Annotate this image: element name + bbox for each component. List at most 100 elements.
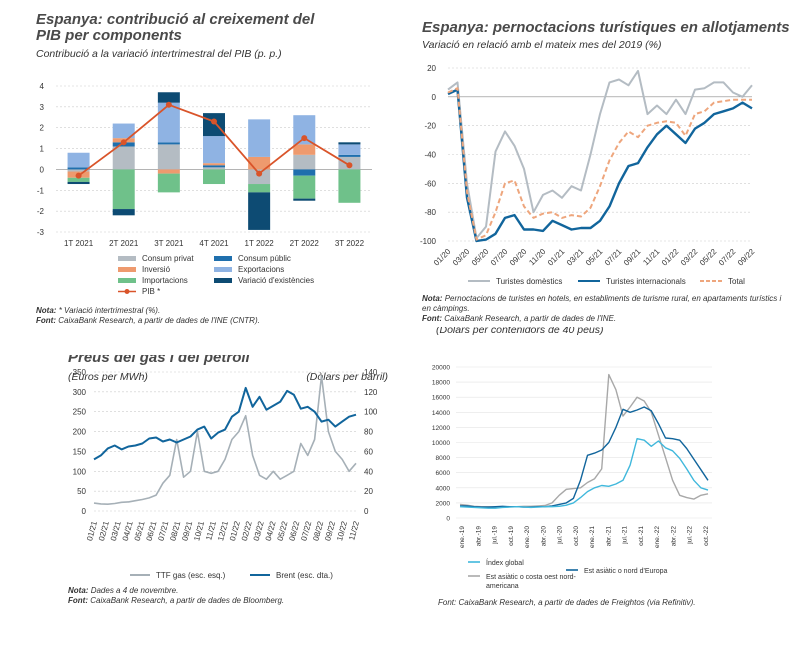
legend-swatch-exportacions [214, 267, 232, 272]
bar-consum_public [293, 169, 316, 176]
pib-point [301, 135, 308, 142]
x-tick-label: 09/22 [736, 247, 757, 268]
series-line-internacionals [447, 88, 753, 243]
bar-existencies [338, 142, 361, 145]
x-tick-label: ene.-22 [654, 526, 661, 548]
x-tick-label: 3T 2021 [154, 239, 184, 248]
pib-point [75, 172, 82, 179]
x-tick-label: 03/20 [451, 247, 472, 268]
chart3-right-unit: (Dòlars per barril) [306, 371, 388, 383]
x-tick-label: 3T 2022 [335, 239, 365, 248]
y-tick-label: 20 [427, 64, 436, 73]
bar-consum_public [67, 167, 90, 170]
x-tick-label: 09/21 [622, 247, 643, 268]
y-tick-label-left: 200 [73, 428, 87, 437]
bar-importacions [338, 169, 361, 203]
chart1-notes: Nota: * Variació intertrimestral (%). Fo… [36, 306, 260, 325]
bar-existencies [248, 192, 271, 230]
bar-exportacions [157, 102, 180, 143]
chart3-left-unit: (Euros per MWh) [68, 371, 148, 383]
x-tick-label: 07/20 [489, 247, 510, 268]
chart1-subtitle: Contribució a la variació intertrimestra… [36, 48, 282, 60]
x-tick-label: ene.-19 [459, 526, 466, 548]
bar-consum_public [203, 165, 225, 168]
panel-gas-oil: Preus del gas i del petroli (Euros per M… [68, 355, 388, 383]
x-tick-label: jul.-21 [622, 526, 629, 545]
y-tick-label-left: 350 [73, 368, 87, 377]
bar-existencies [157, 92, 180, 103]
bar-consum_privat [203, 167, 225, 170]
legend-swatch-inversio [118, 267, 136, 272]
legend-label-consum_public: Consum públic [238, 254, 291, 263]
x-tick-label: ene.-21 [589, 526, 596, 548]
y-tick-label: -2 [37, 207, 45, 216]
bar-consum_public [338, 154, 361, 157]
legend-label-importacions: Importacions [142, 276, 188, 285]
bar-consum_privat [248, 169, 271, 185]
pib-point [211, 118, 217, 125]
chart3-svg: 3503002502001501005001401201008060402000… [73, 368, 378, 580]
y-tick-label-right: 100 [364, 408, 378, 417]
x-tick-label: abr.-19 [475, 526, 482, 547]
series-line-domestics [447, 69, 753, 240]
bar-exportacions [248, 119, 271, 157]
chart2-note-text: Pernoctacions de turistes en hotels, en … [422, 294, 782, 313]
legend-swatch-existencies [214, 278, 232, 283]
x-tick-label: 1T 2022 [245, 239, 275, 248]
series-line-costa_oest [459, 373, 709, 508]
x-tick-label: 03/22 [679, 247, 700, 268]
y-tick-label: 8000 [436, 455, 451, 462]
y-tick-label: 6000 [436, 470, 451, 477]
chart1-title: Espanya: contribució al creixement del P… [36, 11, 315, 44]
bar-consum_privat [293, 154, 316, 170]
legend-label-internacionals: Turistes internacionals [606, 277, 686, 286]
y-tick-label: 0 [446, 516, 450, 523]
panel-gdp-contribution: Espanya: contribució al creixement del P… [36, 12, 381, 332]
bar-inversio [157, 169, 180, 174]
chart4-source-text: CaixaBank Research, a partir de dades de… [458, 598, 696, 607]
series-line-global [459, 437, 709, 509]
chart1-source-text: CaixaBank Research, a partir de dades de… [58, 316, 260, 325]
bar-importacions [112, 169, 135, 210]
legend-label-costa_oest-cont: americana [486, 583, 519, 590]
x-tick-label: 09/20 [508, 247, 529, 268]
x-tick-label: 1T 2021 [64, 239, 94, 248]
legend-label-inversio: Inversió [142, 265, 171, 274]
pib-point [120, 139, 127, 146]
bar-exportacions [67, 152, 90, 168]
y-tick-label: 12000 [432, 425, 450, 432]
x-tick-label: oct.-20 [573, 526, 580, 546]
y-tick-label-right: 40 [364, 467, 373, 476]
panel-tourist-overnights: Espanya: pernoctacions turístiques en al… [422, 19, 802, 52]
bar-consum_privat [112, 146, 135, 170]
y-tick-label: -40 [424, 151, 436, 160]
legend-label-ttf: TTF gas (esc. esq.) [156, 571, 226, 580]
y-tick-label-right: 0 [364, 507, 369, 516]
bar-inversio [293, 144, 316, 155]
legend-label-consum_privat: Consum privat [142, 254, 194, 263]
bar-exportacions [338, 144, 361, 155]
x-tick-label: 05/21 [584, 247, 605, 268]
y-tick-label: 14000 [432, 410, 450, 417]
y-tick-label-left: 50 [77, 487, 86, 496]
legend-swatch-importacions [118, 278, 136, 283]
y-tick-label: 0 [40, 165, 45, 174]
y-tick-label: 3 [40, 103, 45, 112]
bar-existencies [203, 113, 225, 137]
legend-label-total: Total [728, 277, 745, 286]
y-tick-label: 1 [40, 145, 45, 154]
y-tick-label-left: 250 [73, 408, 87, 417]
y-tick-label: 2 [40, 124, 45, 133]
chart2-title: Espanya: pernoctacions turístiques en al… [422, 19, 790, 36]
y-tick-label: -1 [37, 186, 45, 195]
bar-exportacions [293, 115, 316, 145]
x-tick-label: 03/21 [565, 247, 586, 268]
pib-point [256, 170, 263, 177]
series-line-brent [93, 386, 357, 461]
x-tick-label: oct.-21 [638, 526, 645, 546]
bar-existencies [112, 209, 135, 216]
legend-marker-pib [124, 289, 130, 294]
bar-inversio [203, 163, 225, 166]
y-tick-label: -60 [424, 179, 436, 188]
y-tick-label-left: 300 [73, 388, 87, 397]
